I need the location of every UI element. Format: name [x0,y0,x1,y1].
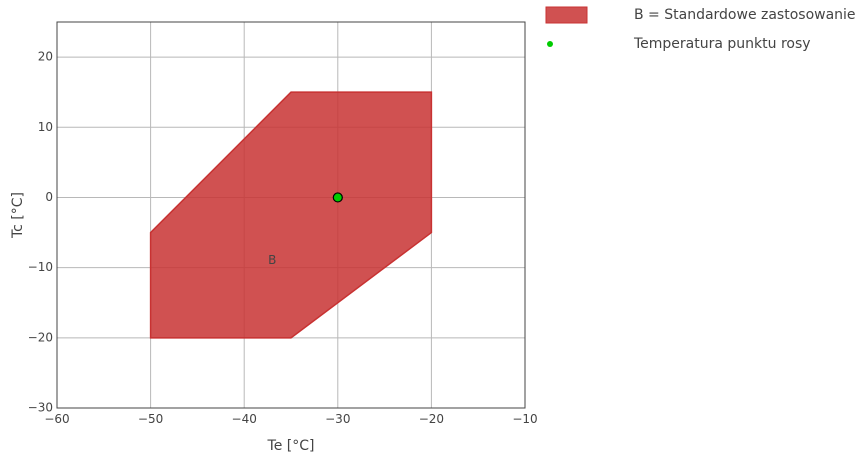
y-tick-label: −30 [28,401,53,415]
legend-label: B = Standardowe zastosowanie [634,7,856,23]
x-axis-title: Te [°C] [267,438,315,454]
x-tick-label: −30 [325,412,350,426]
y-tick-label: −10 [28,260,53,274]
y-axis-title: Tc [°C] [10,192,26,239]
dew-point-marker [332,192,343,203]
x-tick-label: −40 [232,412,257,426]
series-layer: B [149,91,433,339]
x-tick-label: −60 [44,412,69,426]
legend-swatch-region [545,6,588,24]
plot-frame [56,21,526,409]
x-tick-label: −20 [419,412,444,426]
y-tick-label: −20 [28,330,53,344]
region-label: B [268,253,276,267]
y-tick-label: 20 [38,50,53,64]
legend-label: Temperatura punktu rosy [633,36,811,52]
y-tick-label: 10 [38,120,53,134]
region-polygon-b [149,91,433,339]
tick-labels: −60 −50 −40 −30 −20 −10 −30 −20 −10 0 10 20 [28,50,538,426]
legend: B = Standardowe zastosowanie Temperatura … [545,6,856,52]
legend-swatch-dew-point [547,41,553,47]
y-tick-label: 0 [45,190,53,204]
x-tick-label: −50 [138,412,163,426]
x-tick-label: −10 [512,412,537,426]
